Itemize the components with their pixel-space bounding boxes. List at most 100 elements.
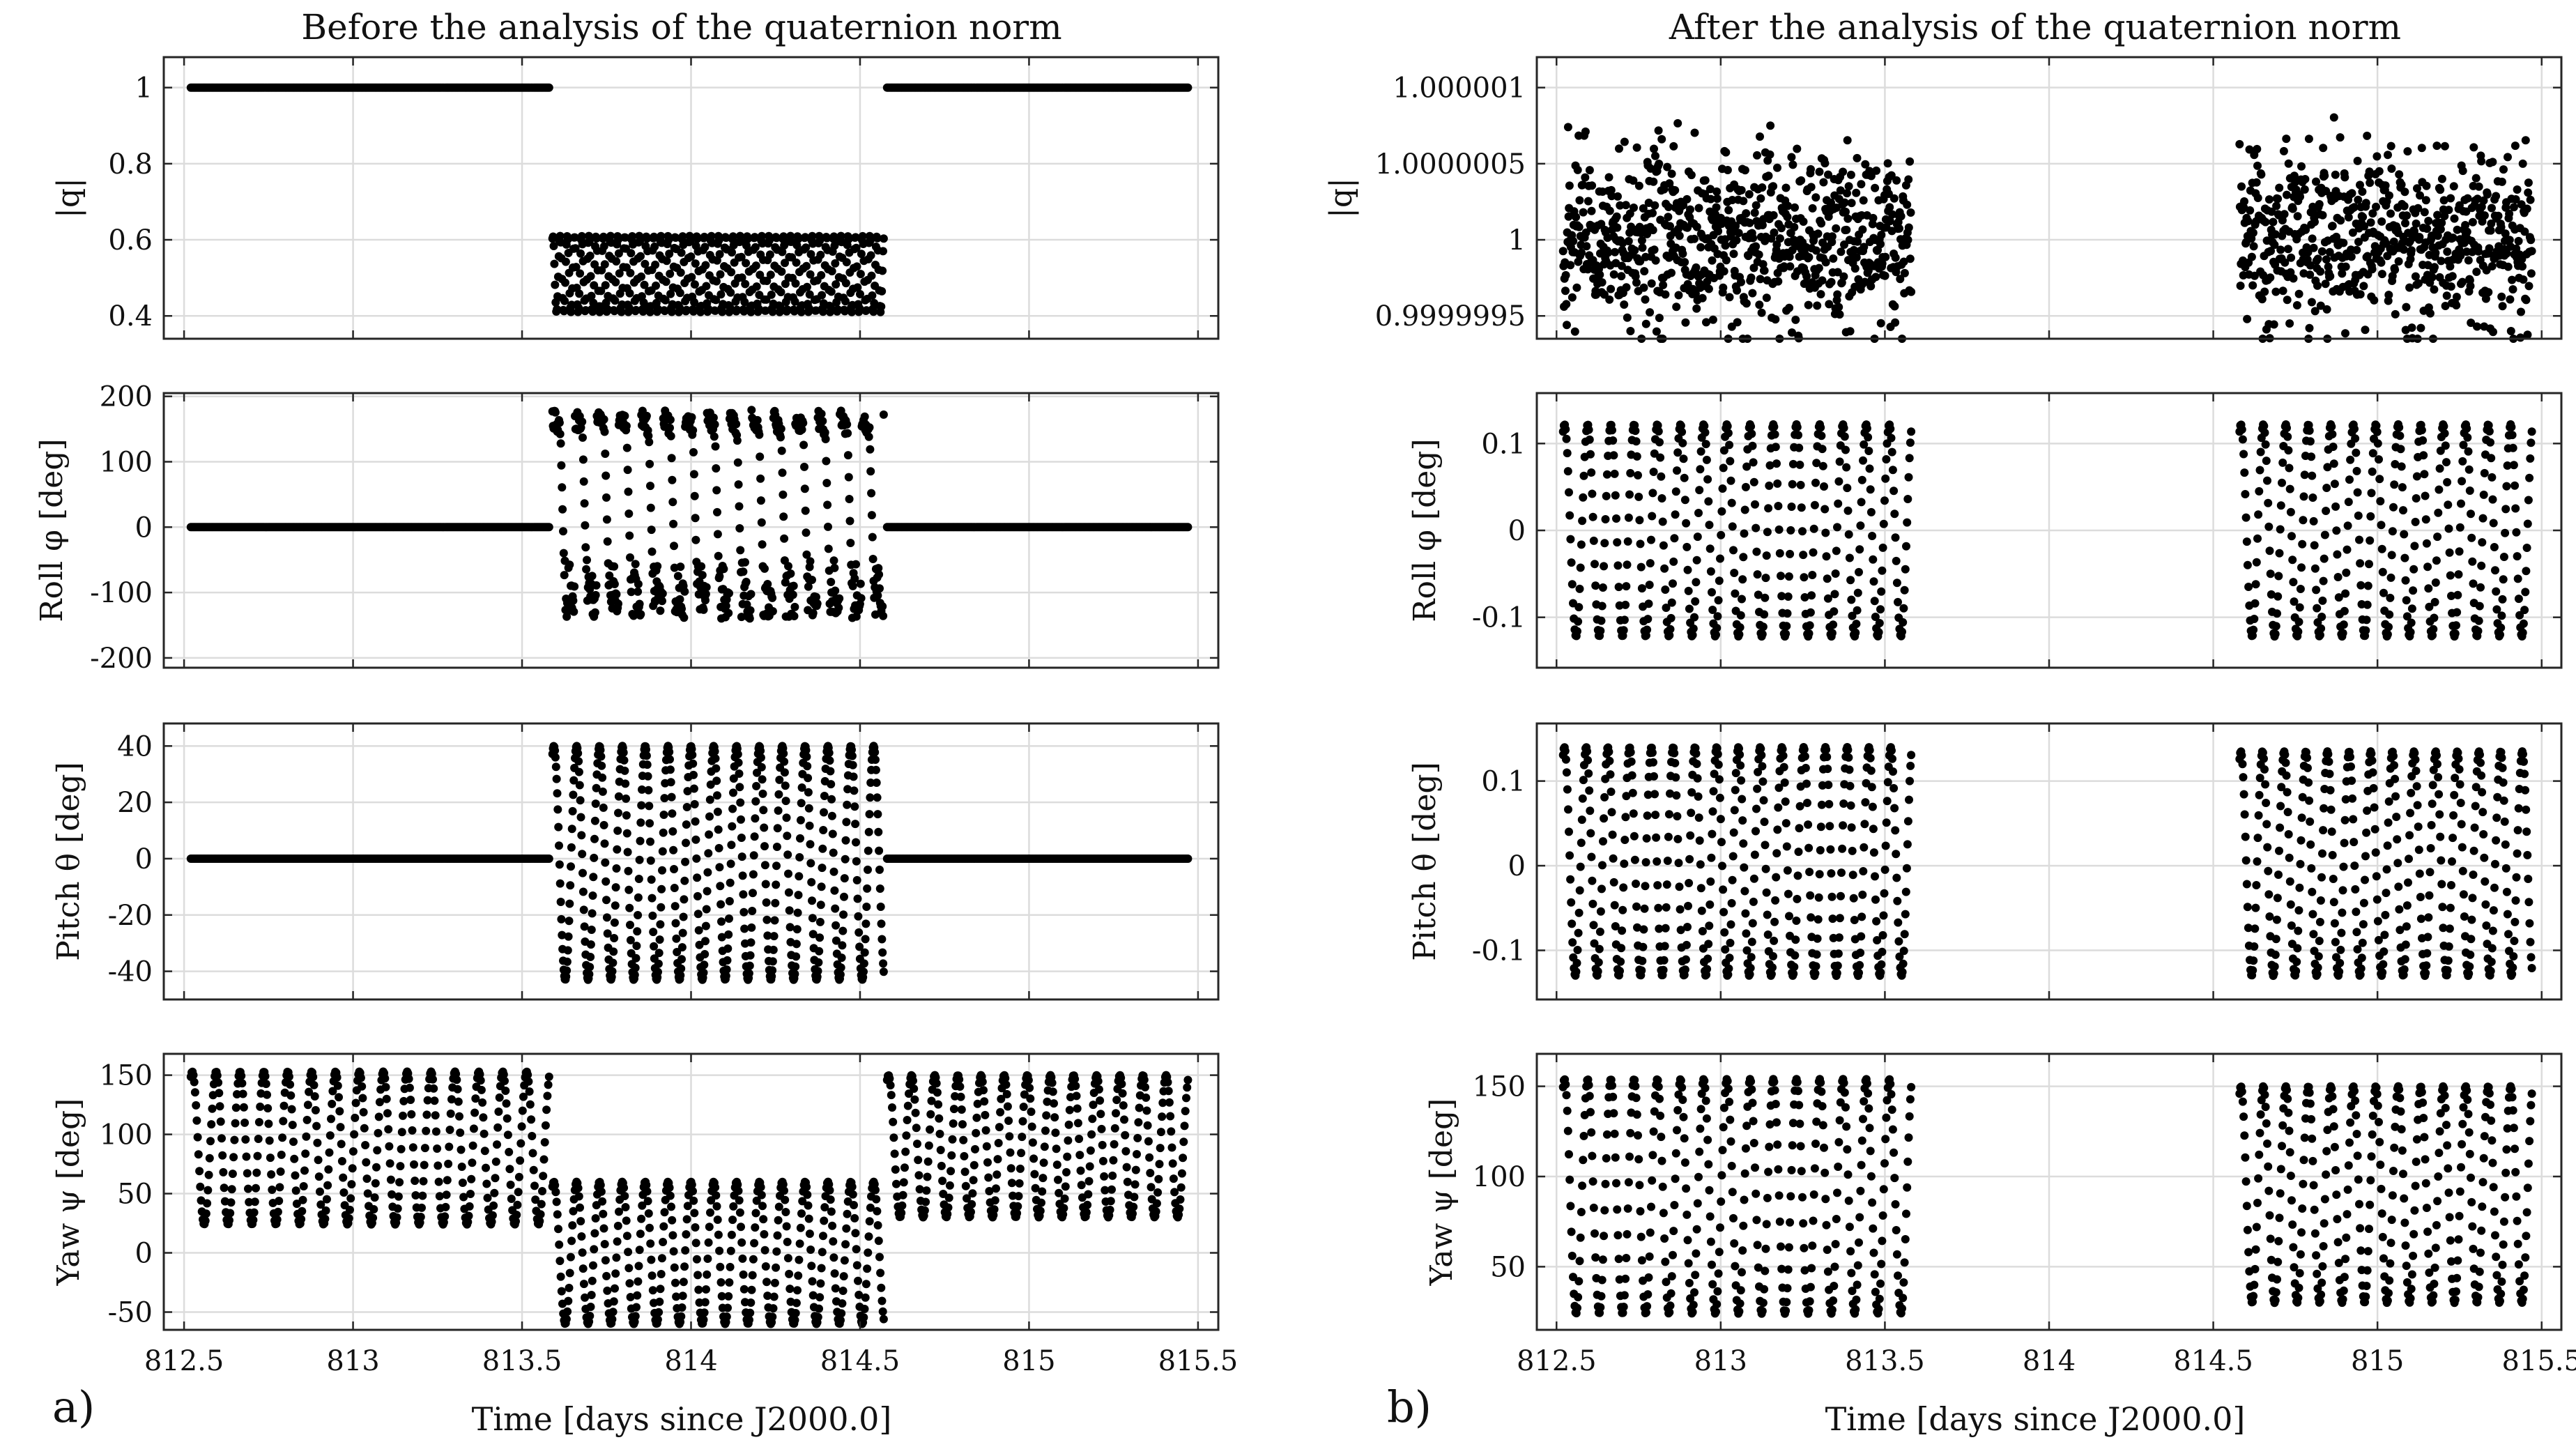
data-point xyxy=(751,814,760,823)
data-point xyxy=(567,1236,576,1246)
data-point xyxy=(204,1170,213,1179)
data-point xyxy=(646,856,655,865)
data-point xyxy=(747,406,756,415)
data-point xyxy=(834,604,843,613)
data-point xyxy=(772,880,781,889)
data-point xyxy=(1143,1121,1152,1130)
data-point xyxy=(804,582,813,591)
data-point xyxy=(1183,1083,1192,1092)
data-point xyxy=(322,1195,331,1204)
data-point xyxy=(373,1146,382,1155)
data-point xyxy=(587,926,596,934)
data-point xyxy=(815,947,824,956)
data-point xyxy=(568,1221,577,1230)
data-point xyxy=(1740,166,1749,175)
data-point xyxy=(249,1216,258,1225)
data-point xyxy=(711,442,720,451)
data-point xyxy=(746,590,756,599)
data-point xyxy=(871,748,880,757)
data-point xyxy=(724,608,733,618)
data-point xyxy=(732,420,741,429)
data-point xyxy=(565,560,574,569)
data-point xyxy=(746,307,756,316)
data-point xyxy=(598,773,607,782)
data-point xyxy=(825,749,834,758)
x-tick-label: 812.5 xyxy=(144,1345,224,1377)
data-point xyxy=(750,233,759,242)
data-point xyxy=(394,1192,403,1201)
data-point xyxy=(752,781,761,790)
data-point xyxy=(599,803,608,812)
data-point xyxy=(313,1138,322,1147)
data-point xyxy=(441,1202,450,1211)
data-point xyxy=(793,908,802,917)
data-point xyxy=(1751,201,1761,210)
data-point xyxy=(838,926,848,935)
data-point xyxy=(858,231,867,240)
data-point xyxy=(956,1082,965,1091)
data-point xyxy=(696,307,705,316)
data-point xyxy=(1745,190,1754,199)
data-point xyxy=(1183,523,1193,532)
data-point xyxy=(369,1205,378,1213)
data-point xyxy=(558,505,567,514)
data-point xyxy=(609,1297,618,1306)
data-point xyxy=(1760,266,1769,275)
data-point xyxy=(420,1160,429,1170)
data-point xyxy=(1028,1138,1037,1147)
data-point xyxy=(1175,1204,1184,1213)
data-point xyxy=(614,249,623,258)
data-point xyxy=(479,1113,488,1122)
data-point xyxy=(829,556,838,565)
data-point xyxy=(718,307,727,316)
data-point xyxy=(700,950,710,958)
data-point xyxy=(512,1211,521,1219)
data-point xyxy=(1647,279,1656,288)
data-point xyxy=(739,907,749,917)
data-point xyxy=(784,888,793,897)
data-point xyxy=(1152,1199,1161,1208)
data-point xyxy=(1765,150,1774,159)
data-point xyxy=(769,945,778,954)
data-point xyxy=(554,822,563,832)
data-point xyxy=(544,1080,553,1089)
data-point xyxy=(637,272,645,281)
data-point xyxy=(879,234,888,243)
data-point xyxy=(1064,1136,1073,1145)
data-point xyxy=(728,232,737,241)
data-point xyxy=(851,820,860,829)
data-point xyxy=(839,910,848,919)
data-point xyxy=(751,797,760,806)
data-point xyxy=(739,567,748,576)
data-point xyxy=(1562,300,1571,309)
data-point xyxy=(1018,1117,1027,1126)
data-point xyxy=(348,1164,357,1173)
data-point xyxy=(370,1193,379,1202)
data-point xyxy=(735,783,744,792)
data-point xyxy=(480,1129,489,1138)
data-point xyxy=(1144,1137,1153,1146)
data-point xyxy=(851,233,860,242)
data-point xyxy=(309,1073,318,1082)
data-point xyxy=(634,875,643,883)
data-point xyxy=(689,307,698,316)
data-point xyxy=(1648,226,1657,235)
data-point xyxy=(1630,204,1638,212)
data-point xyxy=(705,1223,714,1232)
data-point xyxy=(780,534,789,543)
data-point xyxy=(690,799,699,809)
data-point xyxy=(288,1121,297,1129)
data-point xyxy=(848,307,857,316)
data-point xyxy=(827,795,836,804)
data-point xyxy=(861,1293,870,1302)
data-point xyxy=(690,491,699,500)
data-point xyxy=(567,862,575,871)
data-point xyxy=(867,489,876,498)
data-point xyxy=(866,251,875,260)
data-point xyxy=(290,1154,299,1163)
data-point xyxy=(670,865,678,873)
data-point xyxy=(781,279,790,289)
data-point xyxy=(878,602,887,611)
data-point xyxy=(700,1308,709,1317)
data-point xyxy=(1704,284,1713,293)
